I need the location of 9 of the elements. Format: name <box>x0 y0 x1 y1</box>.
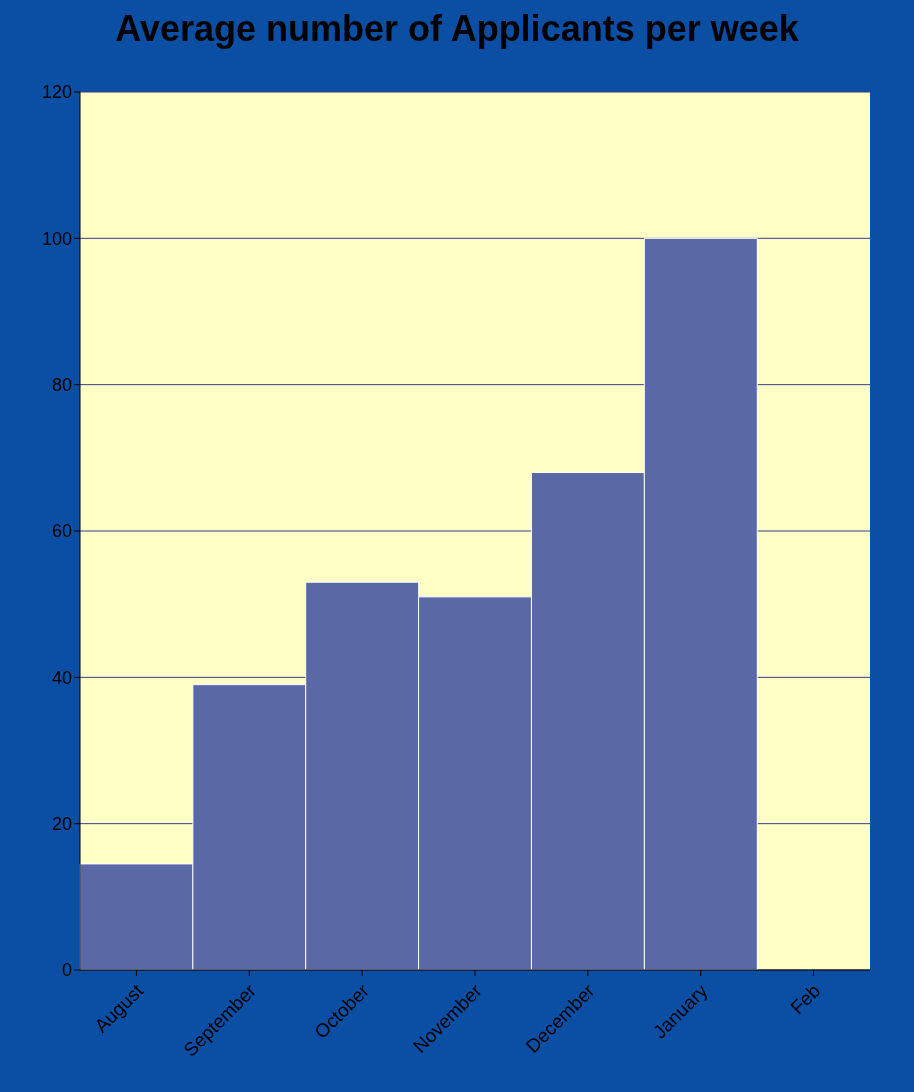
y-tick-label: 80 <box>51 375 72 396</box>
y-tick-label: 60 <box>51 521 72 542</box>
y-tick-label: 0 <box>61 960 72 981</box>
chart-title: Average number of Applicants per week <box>114 8 800 50</box>
y-tick-label: 40 <box>51 667 72 688</box>
y-tick-label: 120 <box>41 82 72 103</box>
y-tick-label: 100 <box>41 228 72 249</box>
x-tick-label: Feb <box>786 979 825 1018</box>
y-tick-label: 20 <box>51 814 72 835</box>
